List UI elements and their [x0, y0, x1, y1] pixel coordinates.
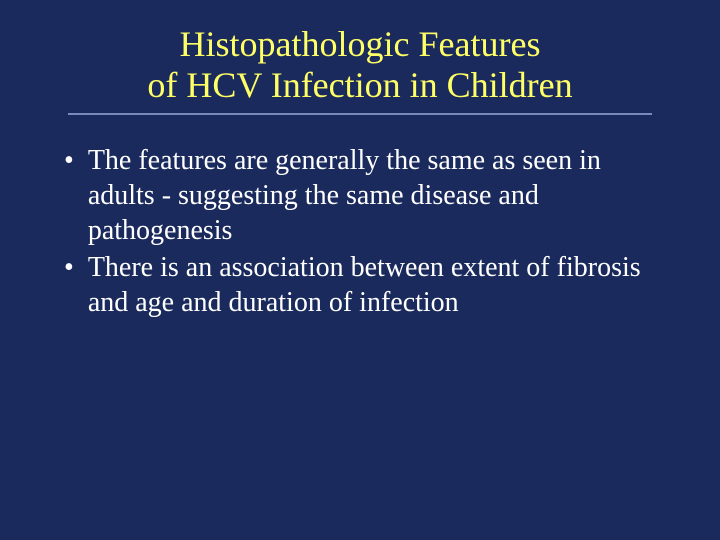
title-line-1: Histopathologic Features — [48, 24, 672, 65]
bullet-marker-icon: • — [64, 143, 74, 179]
list-item: • There is an association between extent… — [64, 250, 672, 320]
title-container: Histopathologic Features of HCV Infectio… — [48, 24, 672, 115]
bullet-text: There is an association between extent o… — [88, 250, 672, 320]
title-line-2: of HCV Infection in Children — [48, 65, 672, 106]
bullet-text: The features are generally the same as s… — [88, 143, 672, 248]
bullet-marker-icon: • — [64, 250, 74, 286]
list-item: • The features are generally the same as… — [64, 143, 672, 248]
title-underline — [68, 113, 652, 115]
slide-container: Histopathologic Features of HCV Infectio… — [0, 0, 720, 540]
content-area: • The features are generally the same as… — [48, 143, 672, 320]
